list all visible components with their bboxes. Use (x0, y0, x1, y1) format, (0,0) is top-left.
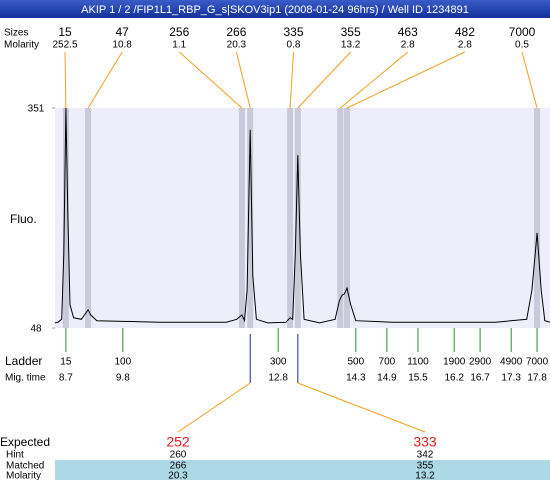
expected-matched: 355 (417, 461, 434, 472)
y-tick-label: 48 (30, 324, 42, 335)
ladder-size: 100 (114, 357, 131, 368)
ladder-size: 500 (347, 357, 364, 368)
chart: 4835115252.54710.82561.126620.33350.8355… (0, 25, 550, 480)
peak-size: 256 (169, 25, 189, 39)
peak-size: 15 (58, 25, 72, 39)
mig-time-label: Mig. time (5, 373, 46, 384)
ladder-time: 15.5 (408, 373, 428, 384)
peak-size: 7000 (509, 25, 536, 39)
ladder-time: 16.2 (444, 373, 464, 384)
ladder-time: 17.8 (527, 373, 547, 384)
expected-hint: 342 (417, 450, 434, 461)
ladder-size: 4900 (500, 357, 523, 368)
peak-band (287, 108, 294, 328)
ladder-size: 2900 (469, 357, 492, 368)
peak-size: 463 (398, 25, 418, 39)
peak-molarity: 13.2 (341, 40, 361, 51)
ladder-size: 7000 (526, 357, 549, 368)
molarity-row (55, 471, 550, 480)
ladder-time: 8.7 (59, 373, 73, 384)
y-tick-label: 351 (28, 104, 45, 115)
peak-size: 482 (455, 25, 475, 39)
ladder-time: 16.7 (470, 373, 490, 384)
ladder-time: 17.3 (501, 373, 521, 384)
peak-band (247, 108, 254, 328)
expected-hint: 260 (170, 450, 187, 461)
expected-molarity: 13.2 (415, 471, 435, 480)
expected-expected: 333 (413, 434, 437, 450)
ladder-time: 14.9 (377, 373, 397, 384)
peak-band (62, 108, 69, 328)
peak-connector (346, 51, 466, 109)
peak-molarity: 10.8 (112, 40, 132, 51)
peak-molarity: 252.5 (52, 40, 77, 51)
peak-connector (289, 51, 294, 109)
peak-connector (87, 51, 123, 109)
peak-connector (339, 51, 409, 109)
peak-size: 266 (226, 25, 246, 39)
ladder-label: Ladder (5, 354, 42, 368)
peak-band (344, 108, 351, 328)
peak-molarity: 0.8 (287, 40, 301, 51)
ladder-time: 9.8 (116, 373, 130, 384)
ladder-size: 1100 (407, 357, 429, 368)
expected-row-label: Hint (6, 450, 24, 461)
peak-connector (235, 51, 251, 109)
match-connector (177, 382, 251, 433)
peak-band (85, 108, 92, 328)
title: AKIP 1 / 2 /FIP1L1_RBP_G_s|SKOV3ip1 (200… (81, 4, 469, 16)
match-connector (297, 382, 426, 433)
peak-connector (178, 51, 243, 109)
ladder-size: 700 (379, 357, 396, 368)
expected-row-label: Molarity (6, 471, 41, 480)
matched-row (55, 460, 550, 471)
ladder-size: 300 (270, 357, 287, 368)
peak-size: 47 (115, 25, 129, 39)
peak-size: 355 (341, 25, 361, 39)
peak-molarity: 2.8 (458, 40, 472, 51)
expected-molarity: 20.3 (168, 471, 188, 480)
size-label: Sizes (4, 28, 28, 39)
peak-molarity: 0.5 (515, 40, 529, 51)
peak-band (337, 108, 344, 328)
molarity-label: Molarity (4, 40, 39, 51)
peak-band (534, 108, 541, 328)
peak-size: 335 (283, 25, 303, 39)
peak-band (238, 108, 245, 328)
peak-connector (297, 51, 351, 109)
peak-molarity: 20.3 (227, 40, 247, 51)
ladder-size: 15 (60, 357, 72, 368)
ladder-size: 1900 (443, 357, 466, 368)
peak-molarity: 2.8 (401, 40, 415, 51)
peak-connector (64, 51, 67, 109)
ladder-time: 14.3 (346, 373, 366, 384)
peak-connector (521, 51, 538, 109)
ladder-time: 12.8 (268, 373, 288, 384)
expected-matched: 266 (170, 461, 187, 472)
peak-band (294, 108, 301, 328)
expected-row-label: Expected (0, 435, 50, 449)
trace (54, 107, 550, 324)
y-label: Fluo. (10, 212, 37, 226)
expected-expected: 252 (166, 434, 190, 450)
expected-row-label: Matched (6, 461, 44, 472)
title-bar (0, 0, 550, 18)
peak-molarity: 1.1 (172, 40, 186, 51)
